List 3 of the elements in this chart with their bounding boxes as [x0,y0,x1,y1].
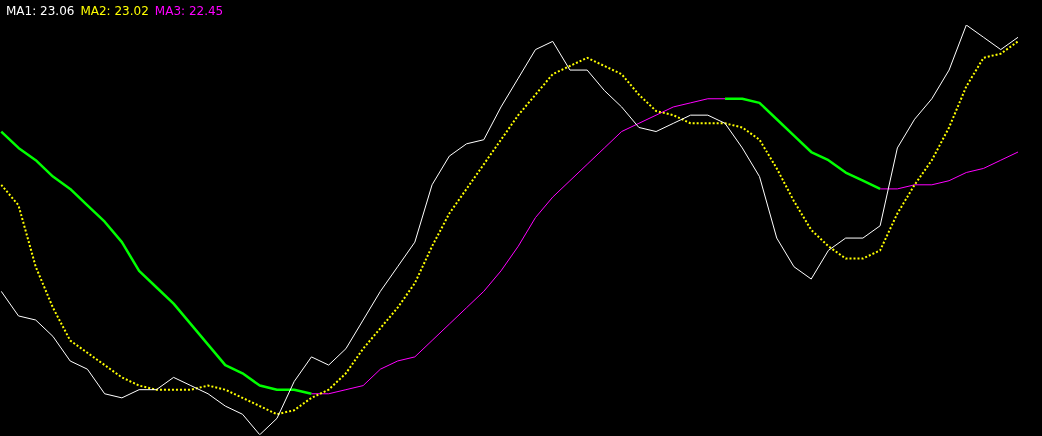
text: MA2: 23.02 [80,4,149,18]
text: MA1: 23.06 [6,4,75,18]
text: MA3: 22.45 [154,4,224,18]
